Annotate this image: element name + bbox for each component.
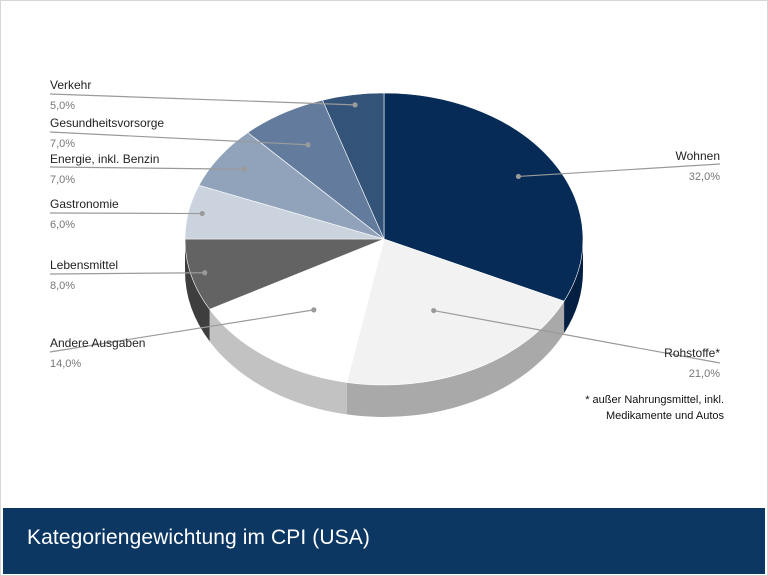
pie-side-rohstoffe (346, 301, 565, 417)
footnote: * außer Nahrungsmittel, inkl. Medikament… (585, 394, 724, 422)
leader-dot-rohstoffe (431, 307, 437, 314)
value-wohnen: 32,0% (689, 171, 720, 183)
leader-line-lebensmittel (49, 272, 205, 275)
leader-line-energie-inkl-benzin (49, 166, 245, 170)
value-verkehr: 5,0% (50, 100, 75, 112)
label-energie-inkl-benzin: Energie, inkl. Benzin (50, 152, 159, 166)
label-gastronomie: Gastronomie (50, 197, 119, 211)
label-andere-ausgaben: Andere Ausgaben (50, 336, 145, 350)
pie-slice-lebensmittel (184, 238, 385, 310)
value-lebensmittel: 8,0% (50, 280, 75, 292)
label-rohstoffe: Rohstoffe* (664, 346, 720, 360)
pie-tops (184, 92, 584, 386)
leader-line-wohnen (518, 163, 721, 178)
footer-bar: Kategoriengewichtung im CPI (USA) (3, 508, 765, 574)
leader-line-rohstoffe (433, 309, 721, 364)
value-gastronomie: 6,0% (50, 219, 75, 231)
leader-dot-energie-inkl-benzin (241, 166, 247, 172)
pie-chart: Wohnen 32,0% Rohstoffe* 21,0% Andere Ausgabe… (49, 78, 724, 422)
pie-slice-wohnen (383, 92, 584, 302)
label-wohnen: Wohnen (676, 149, 720, 163)
label-gesundheitsvorsorge: Gesundheitsvorsorge (50, 116, 164, 130)
leader-line-gesundheitsvorsorge (49, 131, 309, 146)
leader-dot-andere-ausgaben (311, 307, 317, 313)
footnote-line-2: Medikamente und Autos (606, 410, 725, 422)
pie-slice-rohstoffe (346, 238, 565, 386)
leader-line-verkehr (49, 93, 356, 106)
pie-side-andere-ausgaben (209, 309, 347, 415)
leader-line-gastronomie (49, 212, 203, 215)
leader-dot-verkehr (352, 102, 358, 108)
value-andere-ausgaben: 14,0% (50, 358, 81, 370)
pie-labels: Wohnen 32,0% Rohstoffe* 21,0% Andere Ausgabe… (49, 78, 721, 380)
leader-dot-lebensmittel (202, 270, 208, 276)
value-energie-inkl-benzin: 7,0% (50, 174, 75, 186)
value-rohstoffe: 21,0% (689, 368, 720, 380)
pie-slice-verkehr (322, 92, 385, 240)
value-gesundheitsvorsorge: 7,0% (50, 138, 75, 150)
leader-dot-gastronomie (199, 210, 205, 217)
footer-title: Kategoriengewichtung im CPI (USA) (27, 526, 370, 549)
leader-dot-gesundheitsvorsorge (305, 142, 311, 148)
pie-side-wohnen (564, 239, 583, 334)
pie-slice-andere-ausgaben (209, 238, 385, 383)
leader-line-andere-ausgaben (49, 309, 314, 353)
label-lebensmittel: Lebensmittel (50, 258, 118, 272)
label-verkehr: Verkehr (50, 78, 91, 92)
leader-dot-wohnen (515, 173, 522, 180)
footnote-line-1: * außer Nahrungsmittel, inkl. (585, 394, 724, 406)
